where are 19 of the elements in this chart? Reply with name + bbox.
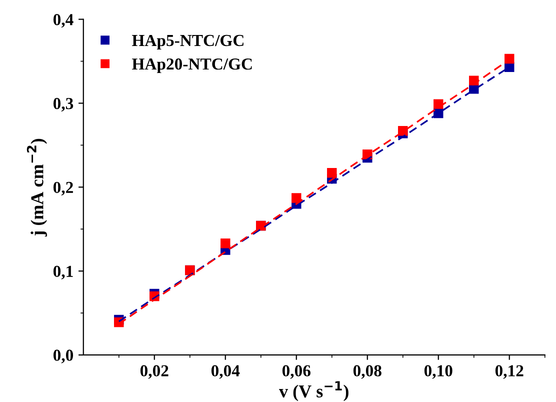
- legend-label: HAp5-NTC/GC: [132, 34, 244, 50]
- y-tick-label: 0,3: [53, 98, 74, 112]
- point: [434, 99, 444, 109]
- x-tick-label: 0,06: [282, 365, 310, 379]
- x-axis-title: v (V s$^{−1}$): [279, 381, 348, 402]
- x-tick-label: 0,12: [495, 365, 524, 379]
- x-tick-label: 0,08: [353, 365, 382, 379]
- y-tick-label: 0,0: [53, 350, 74, 364]
- point: [220, 238, 230, 248]
- y-tick-label: 0,1: [53, 266, 73, 280]
- y-tick-label: 0,4: [53, 14, 74, 28]
- y-tick-label: 0,2: [53, 182, 73, 196]
- x-tick-label: 0,02: [140, 365, 168, 379]
- point: [292, 193, 302, 203]
- x-tick-label: 0,10: [424, 365, 452, 379]
- y-axis-title: j (mA cm$^{−2}$): [26, 138, 48, 236]
- x-tick-label: 0,04: [211, 365, 240, 379]
- legend-label: HAp20-NTC/GC: [132, 58, 252, 74]
- point: [327, 168, 337, 178]
